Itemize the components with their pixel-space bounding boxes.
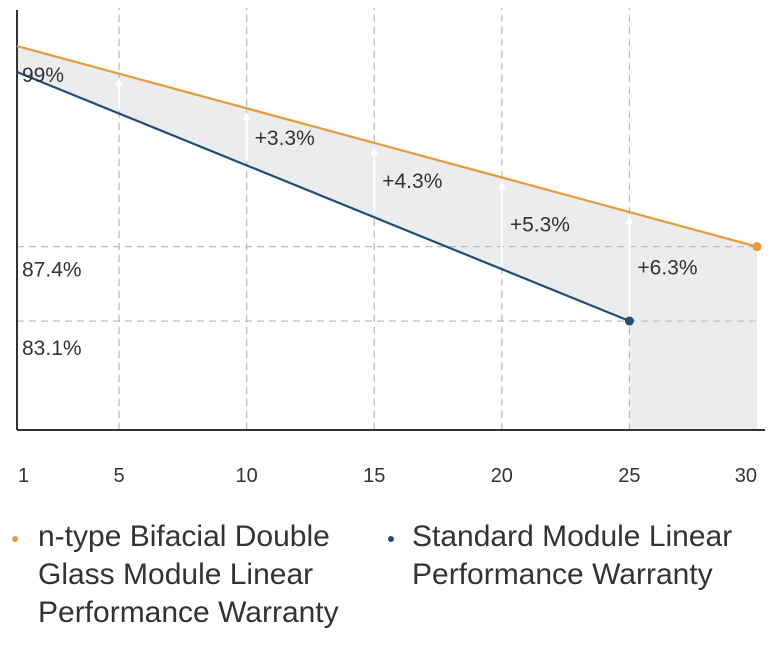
gap-label-25: +6.3%: [637, 257, 697, 280]
n-type-end-point: [752, 242, 762, 252]
x-tick-label-1: 1: [18, 465, 29, 487]
x-tick-label-10: 10: [236, 465, 258, 487]
x-tick-label-5: 5: [114, 465, 125, 487]
x-tick-label-25: 25: [618, 465, 640, 487]
legend-marker-n-type-bifacial: [12, 536, 18, 542]
performance-warranty-chart: +3.3%+4.3%+5.3%+6.3%99%87.4%83.1%1 5 10 15 2…: [16, 8, 765, 487]
x-tick-label-15: 15: [363, 465, 385, 487]
performance-gap-area: [17, 46, 757, 430]
standard-module-line: [16, 70, 630, 323]
gap-label-15: +4.3%: [382, 170, 442, 193]
y-label-83-1pct: 83.1%: [22, 337, 82, 360]
x-tick-label-30: 30: [735, 465, 757, 487]
y-label-99pct: 99%: [22, 64, 64, 87]
x-tick-label-20: 20: [491, 465, 513, 487]
legend-label-n-type-bifacial: n-type Bifacial Double Glass Module Line…: [38, 520, 339, 629]
legend-label-standard-module: Standard Module Linear Performance Warra…: [412, 520, 733, 591]
gap-label-10: +3.3%: [255, 127, 315, 150]
standard-module-end-point: [624, 316, 634, 326]
y-label-87-4pct: 87.4%: [22, 259, 82, 282]
legend-item-n-type-bifacial: n-type Bifacial Double Glass Module Line…: [12, 518, 372, 632]
legend-item-standard-module: Standard Module Linear Performance Warra…: [388, 518, 768, 594]
n-type-line: [16, 44, 758, 248]
legend-marker-standard-module: [388, 536, 394, 542]
gap-label-20: +5.3%: [510, 213, 570, 236]
